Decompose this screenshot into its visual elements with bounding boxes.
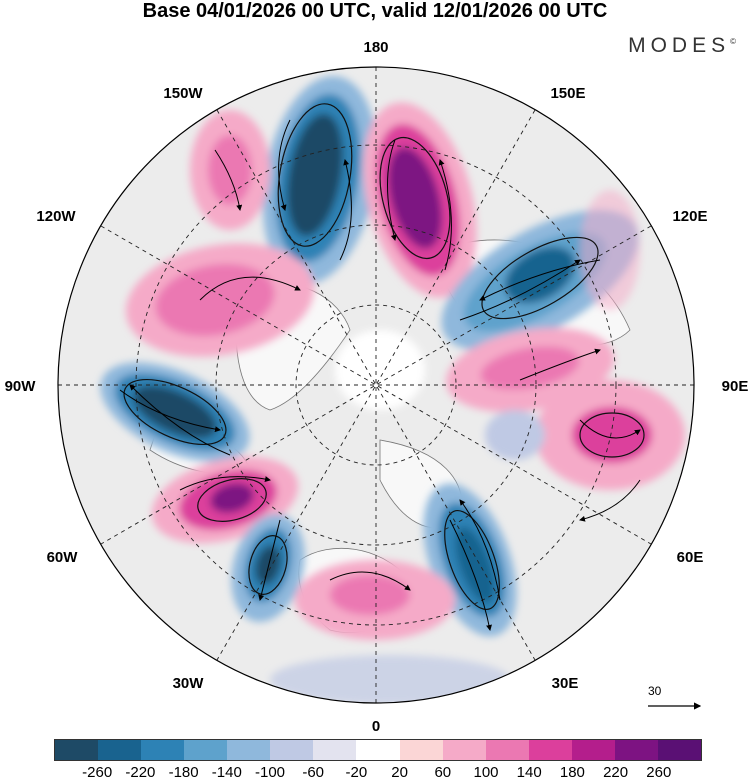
graticule [58,67,694,703]
label-120e: 120E [672,208,707,225]
wind-vector [199,276,301,301]
lat-circle-80 [295,304,457,466]
colorbar-tick-label: 100 [473,764,499,781]
colorbar-swatch [313,740,357,760]
contour-lines [123,103,645,611]
wind-vector [459,499,501,601]
colorbar-tick-label: -20 [345,764,368,781]
colorbar-tick-label: 140 [516,764,542,781]
anomaly-a8 [210,483,254,513]
colorbar-swatch [442,740,486,760]
anomaly-a10 [572,407,652,463]
contour-a2 [379,136,451,260]
anomaly-a9 [255,545,281,585]
label-90w: 90W [5,378,37,395]
anomaly-a15 [270,655,510,703]
anomaly-a6 [480,346,580,390]
label-120w: 120W [36,208,76,225]
brand-name: MODES [628,34,731,57]
polar-cap-neutral [335,330,425,410]
colorbar-tick-label: -180 [168,764,199,781]
wind-vector [278,119,291,211]
label-30w: 30W [173,675,205,692]
colorbar-tick-label: 60 [434,764,452,781]
colorbar-tick-label: -220 [125,764,156,781]
wind-vector [119,389,221,433]
colorbar-tick-label: 20 [391,764,408,781]
label-60e: 60E [677,549,704,566]
copyright-mark: © [730,37,736,46]
wind-vector [579,479,641,522]
colorbar-swatch [270,740,314,760]
contour-a11 [444,509,500,611]
colorbar-swatch [485,740,529,760]
reference-vector-label: 30 [648,684,662,698]
colorbar-swatch [528,740,572,760]
label-150w: 150W [163,85,203,102]
label-30e: 30E [552,675,579,692]
wind-vector [459,259,581,321]
colorbar-swatch [399,740,443,760]
colorbar-swatch [657,740,701,760]
anomaly-a14 [580,190,640,310]
wind-vector [479,259,601,301]
wind-vector [329,571,411,591]
colorbar-tick-label: 260 [646,764,672,781]
meridian-150w-30e [216,109,536,661]
modes-logo: MODES© [628,34,736,58]
colorbar-tick-label: 180 [559,764,585,781]
anomaly-a1 [287,113,343,237]
colorbar-swatch [184,740,228,760]
contour-a3 [481,236,599,320]
wind-vector [387,139,397,241]
wind-vector [438,159,452,271]
colorbar [54,739,702,761]
colorbar-swatch [614,740,658,760]
lat-circle-60 [215,224,537,546]
anomaly-a11 [455,527,495,603]
colorbar-swatch [141,740,185,760]
wind-vector [519,348,601,381]
label-150e: 150E [550,85,585,102]
label-90e: 90E [722,378,749,395]
wind-vector [258,519,281,601]
meridian-150e-30w [216,109,536,661]
longitude-labels: 180 150E 120E 90E 60E 30E 0 30W 60W 90W … [5,39,749,735]
anomaly-a2 [388,147,442,249]
map-disc [58,67,694,703]
colorbar-tick-label: -100 [254,764,286,781]
meridian-120e-60w [100,225,652,545]
colorbar-swatch [356,740,400,760]
wind-vector [179,476,271,491]
contour-a10 [579,412,645,458]
contour-a8 [197,478,267,522]
colorbar-swatch [55,740,99,760]
colorbar-tick-label: -140 [211,764,242,781]
colorbar-tick-label: -260 [82,764,113,781]
meridian-120w-60e [100,225,652,545]
anomaly-a13 [330,575,410,615]
wind-vector [579,419,641,439]
anomaly-a5 [155,263,275,337]
label-180: 180 [363,39,388,56]
colorbar-swatch [227,740,271,760]
lat-circle-40 [135,144,617,626]
colorbar-swatch [571,740,615,760]
colorbar-swatch [98,740,142,760]
label-60w: 60W [47,549,79,566]
anomaly-a12 [485,410,545,460]
map-border [57,66,695,704]
anomaly-a4 [208,135,252,205]
wind-vector [339,159,352,261]
wind-vector [449,519,492,631]
colorbar-tick-label: 220 [603,764,629,781]
wind-vector [129,384,231,456]
colorbar-tick-label: -60 [302,764,325,781]
wind-vectors [119,119,641,631]
map-title: Base 04/01/2026 00 UTC, valid 12/01/2026… [142,0,608,22]
label-0: 0 [372,718,380,735]
contour-a7 [123,378,227,446]
wind-vector [214,149,243,211]
